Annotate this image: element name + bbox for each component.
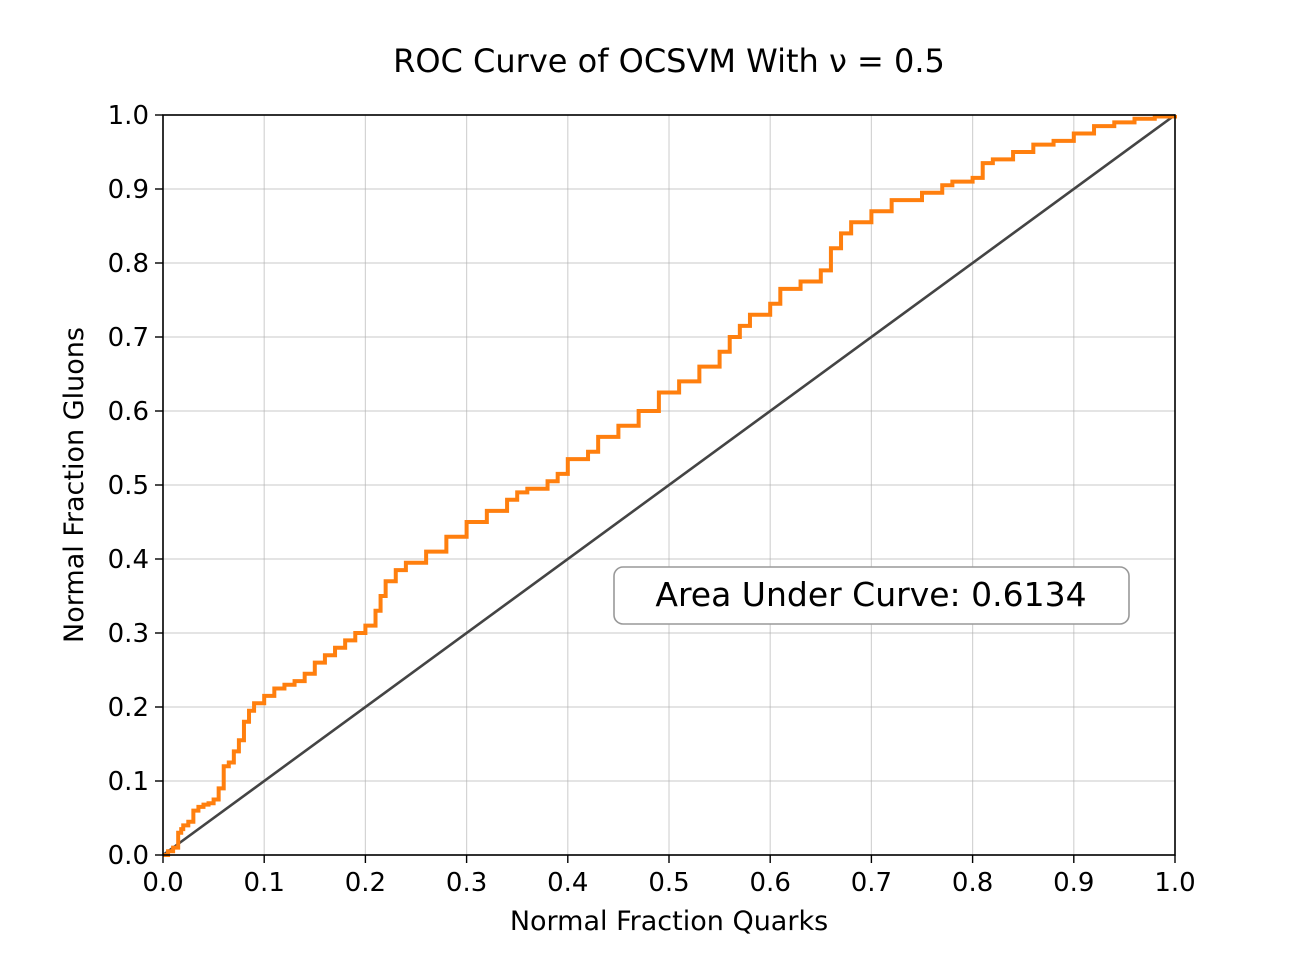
diagonal-reference-line xyxy=(162,113,1176,857)
y-tick-label: 0.4 xyxy=(108,545,149,575)
y-tick-label: 0.7 xyxy=(108,323,149,353)
auc-annotation: Area Under Curve: 0.6134 xyxy=(613,566,1130,625)
roc-curve xyxy=(163,114,1177,857)
x-tick-label: 0.5 xyxy=(648,868,689,898)
x-tick-label: 0.4 xyxy=(547,868,588,898)
y-tick-label: 0.2 xyxy=(108,693,149,723)
y-axis-label: Normal Fraction Gluons xyxy=(59,327,90,643)
x-tick-label: 0.2 xyxy=(345,868,386,898)
x-tick-label: 0.1 xyxy=(244,868,285,898)
x-tick-label: 0.6 xyxy=(750,868,791,898)
auc-annotation-box xyxy=(613,566,1130,625)
y-tick-label: 0.1 xyxy=(108,767,149,797)
y-tick-label: 0.3 xyxy=(108,619,149,649)
x-tick-label: 0.8 xyxy=(952,868,993,898)
y-tick-label: 0.0 xyxy=(108,841,149,871)
y-tick-label: 0.8 xyxy=(108,249,149,279)
auc-annotation-text: Area Under Curve: 0.6134 xyxy=(655,575,1086,614)
chart-title: ROC Curve of OCSVM With ν = 0.5 xyxy=(393,42,945,80)
y-tick-label: 0.9 xyxy=(108,175,149,205)
y-tick-label: 0.5 xyxy=(108,471,149,501)
series-layer xyxy=(162,113,1177,857)
x-tick-label: 0.9 xyxy=(1053,868,1094,898)
x-tick-label: 0.0 xyxy=(142,868,183,898)
x-tick-label: 0.7 xyxy=(851,868,892,898)
y-tick-label: 1.0 xyxy=(108,101,149,131)
ticks: 0.0 0.1 0.2 0.3 0.4 0.5 0.6 0.7 0.8 0.9 1.0 0.0 0.1 0… xyxy=(108,101,1196,898)
x-axis-label: Normal Fraction Quarks xyxy=(510,906,828,937)
x-tick-label: 1.0 xyxy=(1154,868,1195,898)
x-tick-label: 0.3 xyxy=(446,868,487,898)
y-tick-label: 0.6 xyxy=(108,397,149,427)
